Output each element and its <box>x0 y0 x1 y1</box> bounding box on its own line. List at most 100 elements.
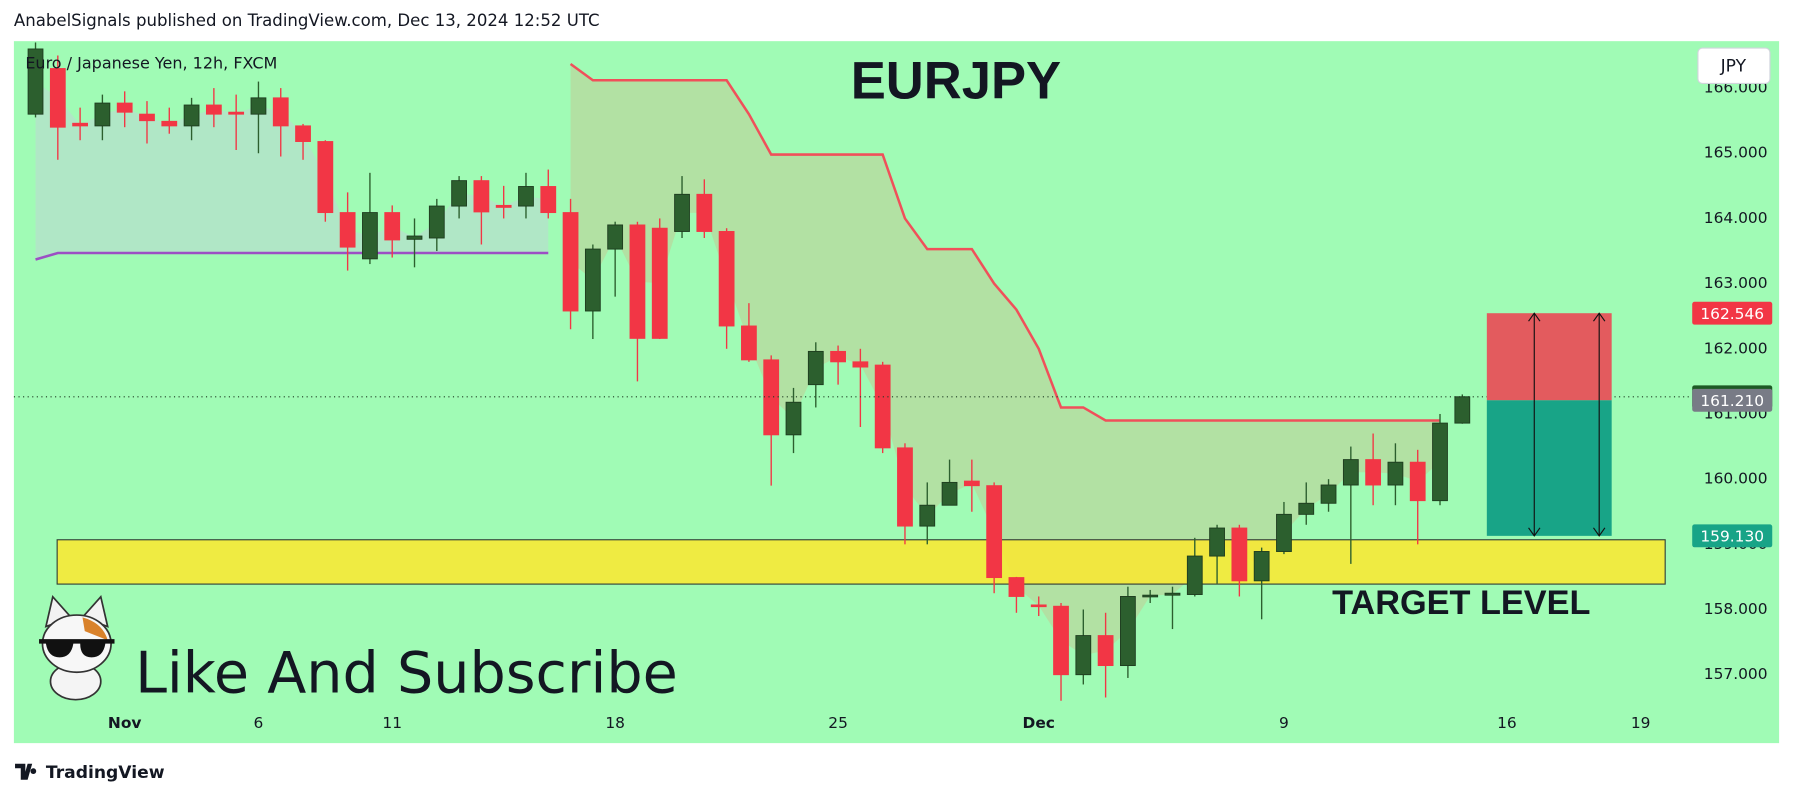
candle-body <box>1387 461 1404 486</box>
candle-body <box>919 504 936 527</box>
candle-body <box>406 235 423 240</box>
y-tick-label: 163.000 <box>1704 274 1768 292</box>
candle-body <box>1164 592 1181 596</box>
candle-body <box>451 180 467 207</box>
candle-body <box>852 361 869 368</box>
price-label-box <box>1692 301 1773 325</box>
candle-body <box>629 224 646 339</box>
candle-body <box>27 48 44 115</box>
candle-body <box>94 102 111 127</box>
candle-body <box>339 212 356 248</box>
x-tick-label: 18 <box>605 714 625 732</box>
target-zone <box>56 539 1666 585</box>
footer-brand: TradingView <box>46 763 165 783</box>
candle-body <box>874 364 891 449</box>
y-tick-label: 162.000 <box>1704 339 1768 357</box>
footer-logo <box>15 763 37 780</box>
candle-body <box>428 205 445 239</box>
candle-body <box>1253 551 1270 582</box>
price-label: 159.130 <box>1700 528 1764 546</box>
candle-body <box>384 212 401 241</box>
candle-body <box>518 186 534 207</box>
x-tick-label: 9 <box>1279 714 1289 732</box>
target-area <box>1486 400 1612 536</box>
mascot <box>39 594 115 701</box>
candle-body <box>228 111 245 115</box>
candle-body <box>1342 459 1359 486</box>
candle-body <box>362 212 378 260</box>
candle-body <box>49 68 66 128</box>
candle-body <box>1298 502 1315 515</box>
candle-body <box>250 97 267 115</box>
cat-patch <box>82 617 108 641</box>
y-tick-label: 157.000 <box>1704 665 1768 683</box>
candle-body <box>1120 596 1136 667</box>
x-tick-label: Nov <box>108 714 142 732</box>
candle-body <box>473 180 490 213</box>
candle-body <box>584 248 601 312</box>
candle-body <box>1075 635 1092 676</box>
y-tick-label: 165.000 <box>1704 144 1768 162</box>
candle-body <box>1053 605 1069 676</box>
candle-body <box>116 102 133 113</box>
candle-body <box>1409 461 1426 502</box>
trend-fill <box>570 63 1441 656</box>
candle-body <box>562 212 579 312</box>
candle-body <box>205 104 222 115</box>
x-tick-label: 25 <box>828 714 848 732</box>
candle-body <box>139 113 155 122</box>
y-tick-label: 158.000 <box>1704 600 1768 618</box>
candle-body <box>317 141 334 214</box>
x-tick-label: 19 <box>1631 714 1651 732</box>
sunglasses <box>39 639 115 658</box>
candle-body <box>674 193 690 232</box>
candle-body <box>986 485 1003 579</box>
candle-body <box>1097 635 1114 667</box>
symbol-info: Euro / Japanese Yen, 12h, FXCM <box>25 54 277 73</box>
candle-body <box>763 359 780 436</box>
chart-title: EURJPY <box>851 51 1061 110</box>
currency-button-box <box>1697 47 1771 85</box>
candle-body <box>1209 527 1225 557</box>
stop-area <box>1486 313 1612 401</box>
candle-body <box>161 120 178 127</box>
publisher-line: AnabelSignals published on TradingView.c… <box>14 11 600 30</box>
candle-body <box>941 481 958 506</box>
candle-body <box>1231 527 1248 582</box>
candle-body <box>1454 396 1471 424</box>
arrow-head <box>1593 312 1606 537</box>
candle-body <box>651 227 668 339</box>
arrow-head <box>1528 312 1541 537</box>
trend-line <box>569 62 1441 422</box>
candle-body <box>607 224 624 250</box>
candle-body <box>1276 513 1292 552</box>
promo-text: Like And Subscribe <box>135 640 678 706</box>
candle-body <box>540 186 557 214</box>
candle-body <box>1142 594 1159 598</box>
candle-body <box>1432 422 1448 502</box>
price-label-box <box>1692 524 1773 548</box>
y-tick-label: 160.000 <box>1704 470 1768 488</box>
candle-body <box>1365 459 1382 486</box>
candle-body <box>897 447 913 527</box>
candle-body <box>272 97 289 127</box>
x-tick-label: Dec <box>1023 714 1055 732</box>
zone-label: TARGET LEVEL <box>1332 584 1590 622</box>
x-tick-label: 16 <box>1497 714 1517 732</box>
candle-body <box>183 104 200 127</box>
candle-body <box>72 122 88 127</box>
candle-body <box>295 125 311 142</box>
candle-body <box>830 350 846 363</box>
candle-body <box>1030 604 1047 608</box>
candle-body <box>1320 484 1337 504</box>
currency-button: JPY <box>1720 56 1747 76</box>
trend-line <box>35 251 549 261</box>
candle-body <box>741 325 757 361</box>
x-tick-label: 6 <box>254 714 264 732</box>
y-tick-label: 164.000 <box>1704 209 1768 227</box>
price-label: 162.546 <box>1700 305 1764 323</box>
candle-body <box>495 204 512 208</box>
candle-body <box>807 350 824 386</box>
